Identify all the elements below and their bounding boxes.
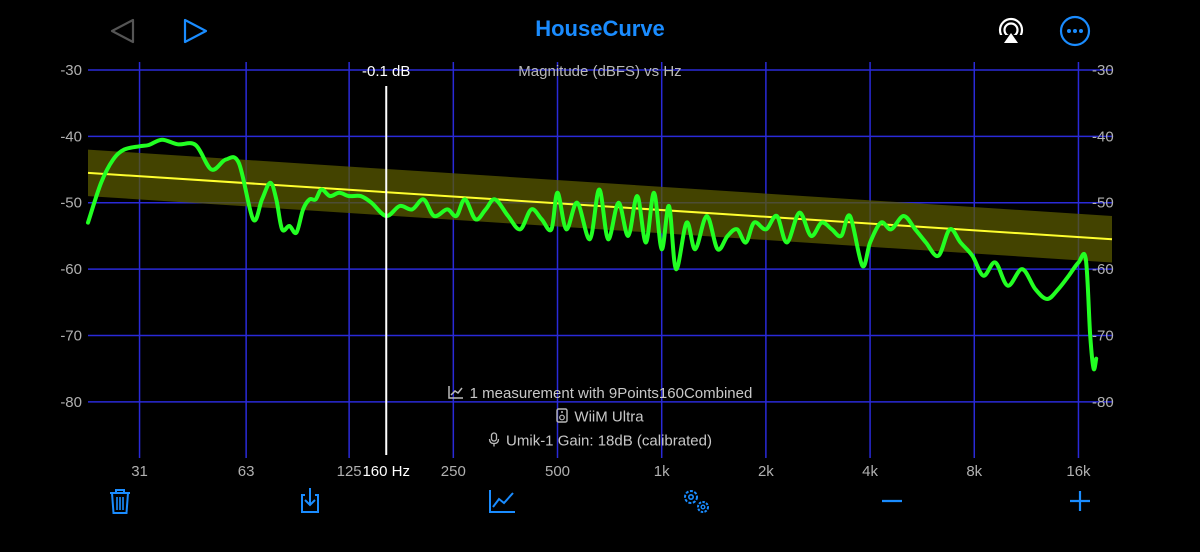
info-microphone: Umik-1 Gain: 18dB (calibrated)	[0, 432, 1200, 451]
y-tick-label-left: -40	[60, 128, 82, 145]
y-tick-label-left: -50	[60, 195, 82, 212]
trash-icon[interactable]	[103, 484, 137, 518]
share-icon[interactable]	[293, 484, 327, 518]
y-tick-label-right: -70	[1092, 327, 1114, 344]
info-device: WiiM Ultra	[0, 408, 1200, 427]
measurement-curve	[86, 137, 1099, 372]
cursor-hz-label: 160 Hz	[362, 463, 410, 480]
chart-axes: -30 -30 -40 -40 -50 -50 -60 -60 -70 -70 -80 -80 31 63…	[60, 62, 1113, 480]
chart-line-icon[interactable]	[485, 484, 519, 518]
y-tick-label-right: -50	[1092, 195, 1114, 212]
play-triangle-icon[interactable]	[178, 14, 212, 48]
app-title: HouseCurve	[535, 16, 665, 41]
x-tick-label: 125	[337, 463, 362, 480]
info-microphone-text: Umik-1 Gain: 18dB (calibrated)	[506, 432, 712, 450]
plus-icon[interactable]	[1063, 484, 1097, 518]
cursor-x-label-bg	[358, 461, 415, 481]
measurement-line	[86, 137, 1099, 372]
cursor-db-label: -0.1 dB	[362, 63, 410, 80]
y-tick-label-right: -30	[1092, 62, 1114, 79]
frequency-cursor[interactable]: -0.1 dB 160 Hz	[358, 63, 415, 481]
y-tick-label-right: -40	[1092, 128, 1114, 145]
x-tick-label: 31	[131, 463, 148, 480]
y-tick-label-left: -80	[60, 394, 82, 411]
airplay-icon[interactable]	[994, 14, 1028, 48]
x-tick-label: 2k	[758, 463, 774, 480]
info-measurement-text: 1 measurement with 9Points160Combined	[469, 385, 753, 402]
x-tick-label: 1k	[654, 463, 670, 480]
more-ellipsis-circle-icon[interactable]	[1058, 14, 1092, 48]
info-measurement: 1 measurement with 9Points160Combined	[0, 385, 1200, 403]
y-tick-label-left: -60	[60, 261, 82, 278]
back-triangle-icon[interactable]	[106, 14, 140, 48]
x-tick-label: 4k	[862, 463, 878, 480]
info-device-text: WiiM Ultra	[574, 408, 644, 426]
target-line	[87, 171, 1113, 241]
chart-title: Magnitude (dBFS) vs Hz	[518, 63, 681, 80]
x-tick-label: 63	[238, 463, 255, 480]
y-tick-label-right: -60	[1092, 261, 1114, 278]
x-tick-label: 250	[441, 463, 466, 480]
gears-icon[interactable]	[678, 484, 712, 518]
microphone-icon	[488, 432, 500, 451]
minus-icon[interactable]	[875, 484, 909, 518]
speaker-icon	[556, 408, 569, 427]
y-tick-label-left: -30	[60, 62, 82, 79]
y-tick-label-left: -70	[60, 327, 82, 344]
x-tick-label: 500	[545, 463, 570, 480]
y-tick-label-right: -80	[1092, 394, 1114, 411]
x-tick-label: 16k	[1066, 463, 1091, 480]
target-curve	[87, 171, 1113, 241]
top-bar: HouseCurve	[0, 0, 1200, 60]
chart-small-icon	[447, 385, 464, 403]
x-tick-label: 8k	[966, 463, 982, 480]
